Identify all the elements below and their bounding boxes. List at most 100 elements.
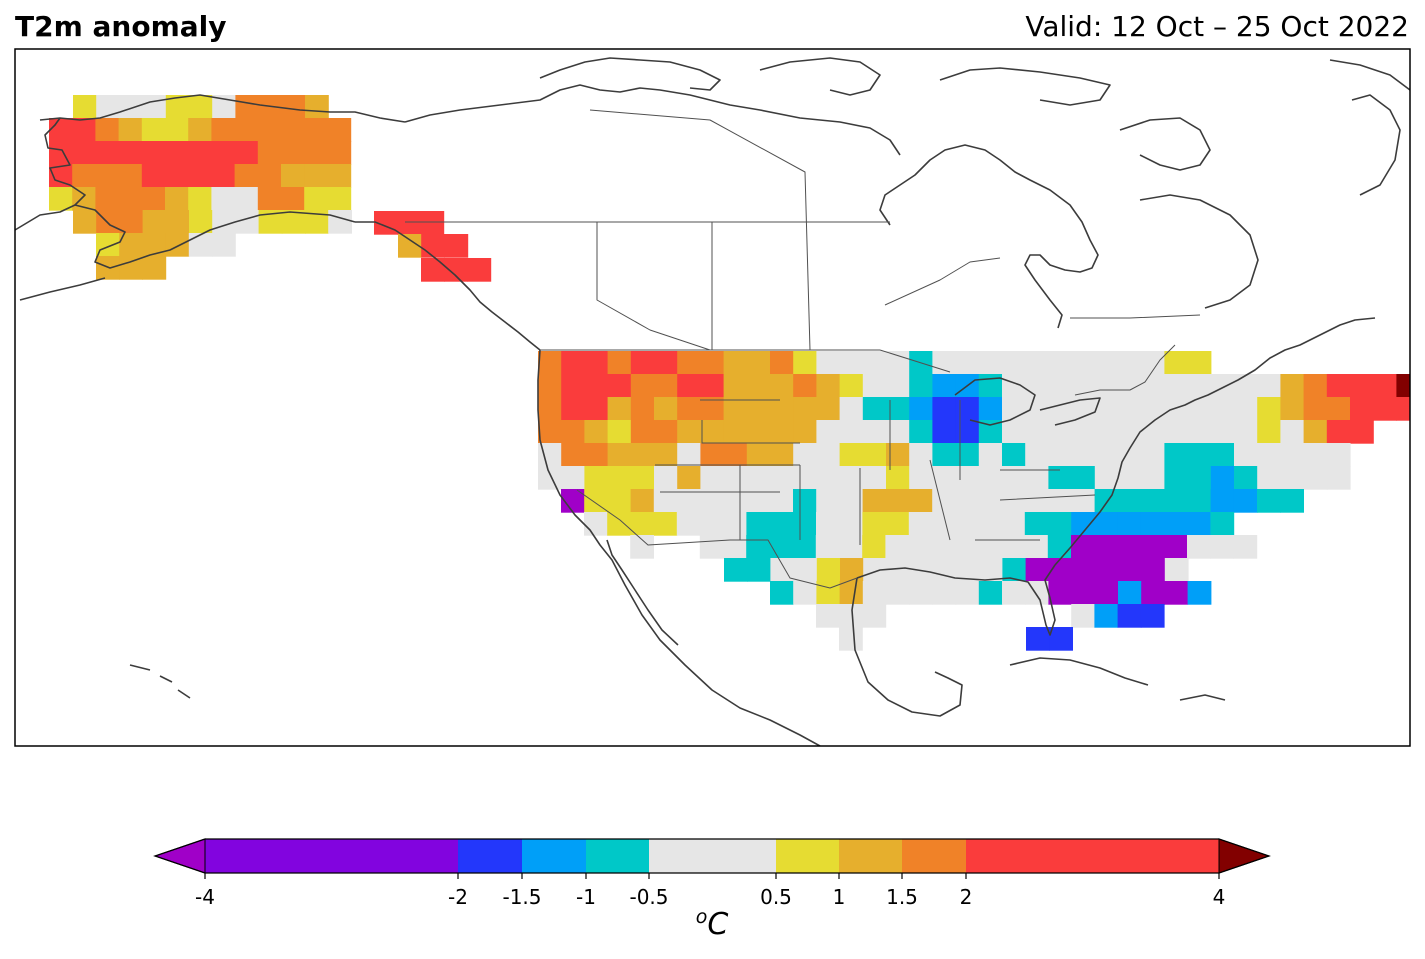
colorbar-bin [522, 839, 586, 873]
anomaly-cell [630, 512, 655, 536]
anomaly-cell [538, 397, 562, 421]
anomaly-cell [211, 187, 236, 211]
anomaly-cell [746, 420, 771, 444]
anomaly-cell [257, 118, 282, 142]
colorbar-tick-label: -4 [195, 885, 215, 909]
coastline [129, 664, 191, 699]
anomaly-cell [770, 466, 794, 490]
anomaly-cell [955, 466, 980, 490]
anomaly-cell [723, 397, 748, 421]
anomaly-cell [72, 164, 96, 188]
anomaly-cell [561, 420, 585, 444]
anomaly-cell [1303, 443, 1328, 467]
anomaly-cell [862, 466, 887, 490]
anomaly-cell [304, 187, 328, 211]
anomaly-cell [1396, 397, 1410, 421]
coastline [1139, 194, 1259, 309]
coastline [759, 57, 881, 96]
anomaly-cell [1048, 581, 1073, 605]
anomaly-cell [118, 164, 143, 188]
anomaly-cell [1326, 397, 1351, 421]
anomaly-cell [73, 210, 97, 234]
anomaly-cell [862, 420, 887, 444]
anomaly-cell [72, 118, 96, 142]
colorbar-tick-label: -0.5 [629, 885, 669, 909]
anomaly-cell [770, 374, 794, 398]
anomaly-cell [584, 351, 609, 375]
anomaly-cell [908, 535, 933, 559]
anomaly-cell [955, 489, 980, 513]
anomaly-cell [840, 558, 864, 582]
coastline [39, 94, 406, 123]
anomaly-cell [793, 581, 817, 605]
anomaly-cell [1048, 374, 1073, 398]
colorbar-bin [776, 839, 839, 873]
anomaly-cell [677, 351, 701, 375]
anomaly-cell [723, 512, 747, 536]
anomaly-cell [607, 420, 632, 444]
anomaly-cell [96, 210, 120, 234]
anomaly-cell [119, 233, 143, 257]
anomaly-cell [1257, 420, 1281, 444]
anomaly-cell [538, 374, 562, 398]
anomaly-cell [630, 420, 655, 444]
anomaly-cell [1025, 558, 1050, 582]
anomaly-cell [444, 234, 469, 258]
anomaly-cell [96, 95, 120, 119]
anomaly-cell [978, 512, 1003, 536]
anomaly-cell [746, 351, 771, 375]
anomaly-cell [1373, 397, 1397, 421]
anomaly-cell [258, 210, 283, 234]
anomaly-cell [561, 443, 585, 467]
anomaly-cell [793, 443, 817, 467]
anomaly-cell [1025, 466, 1049, 490]
anomaly-cell [1210, 420, 1235, 444]
anomaly-cell [1257, 489, 1281, 513]
anomaly-cell [1326, 443, 1351, 467]
valid-period: Valid: 12 Oct – 25 Oct 2022 [1025, 10, 1409, 43]
anomaly-cell [1002, 420, 1026, 444]
anomaly-cell [816, 604, 840, 628]
anomaly-cell [932, 374, 957, 398]
anomaly-cell [1303, 397, 1328, 421]
anomaly-cell [1234, 420, 1258, 444]
admin-border [589, 109, 811, 351]
anomaly-cell [909, 489, 933, 513]
anomaly-cell [118, 118, 143, 142]
anomaly-cell [932, 558, 957, 582]
anomaly-cell [95, 118, 120, 142]
anomaly-cell [654, 374, 678, 398]
anomaly-cell [1024, 535, 1049, 559]
anomaly-cell [188, 118, 212, 142]
anomaly-cell [1234, 443, 1258, 467]
anomaly-cell [1210, 489, 1235, 513]
anomaly-cell [141, 118, 166, 142]
anomaly-cell [1187, 581, 1212, 605]
colorbar-tick-label: -2 [448, 885, 468, 909]
admin-border [884, 257, 1001, 306]
anomaly-cell [1164, 466, 1189, 490]
anomaly-cell [746, 397, 771, 421]
anomaly-cell [444, 258, 468, 282]
anomaly-cell [211, 118, 236, 142]
anomaly-cell [700, 489, 724, 513]
map-title: T2m anomaly [15, 10, 227, 43]
anomaly-cell [141, 187, 166, 211]
anomaly-cell [234, 118, 259, 142]
anomaly-cell [584, 397, 609, 421]
anomaly-cell [909, 581, 933, 605]
anomaly-cell [1117, 512, 1142, 536]
anomaly-cell [304, 118, 328, 142]
anomaly-cell [1094, 466, 1119, 490]
anomaly-cell [1094, 374, 1119, 398]
anomaly-cell [72, 141, 96, 165]
anomaly-cell [886, 397, 910, 421]
anomaly-cell [955, 535, 979, 559]
anomaly-cell [746, 535, 770, 559]
anomaly-cell [815, 535, 840, 559]
anomaly-cell [1094, 581, 1119, 605]
anomaly-cell [700, 466, 725, 490]
anomaly-cell [862, 443, 887, 467]
anomaly-cell [1163, 535, 1188, 559]
anomaly-cell [630, 351, 655, 375]
